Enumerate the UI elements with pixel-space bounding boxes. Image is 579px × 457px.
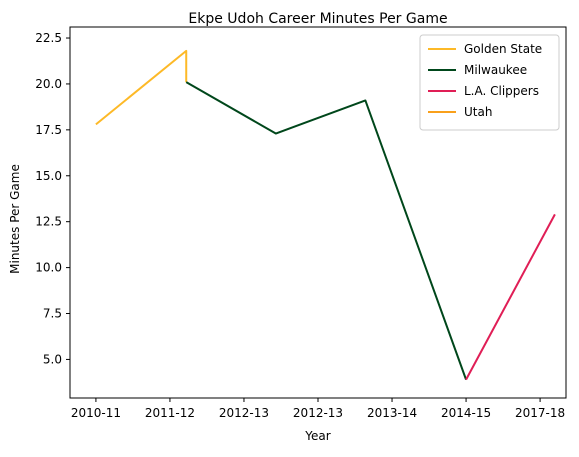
x-tick-label: 2010-11 [71, 406, 121, 420]
y-tick-label: 5.0 [43, 352, 62, 366]
x-tick-label: 2011-12 [145, 406, 195, 420]
series-line-0 [95, 49, 188, 126]
y-tick-label: 7.5 [43, 307, 62, 321]
chart-title: Ekpe Udoh Career Minutes Per Game [188, 11, 447, 27]
y-tick-label: 17.5 [35, 123, 62, 137]
series-line-2 [465, 213, 556, 381]
legend-entry: L.A. Clippers [464, 84, 539, 98]
legend-entry: Utah [464, 105, 492, 119]
y-tick-label: 15.0 [35, 169, 62, 183]
series-line-1 [185, 81, 468, 380]
y-tick-label: 10.0 [35, 261, 62, 275]
plot-frame [69, 26, 567, 399]
x-tick-label: 2012-13 [293, 406, 343, 420]
legend-entry: Golden State [464, 42, 542, 56]
legend-box [419, 34, 560, 131]
legend: Golden State Milwaukee L.A. Clippers Utah [419, 34, 560, 131]
y-axis-label: Minutes Per Game [8, 164, 22, 274]
x-axis-ticks: 2010-11 2011-12 2012-13 2012-13 2013-14 2014-… [71, 398, 565, 420]
series-layer [95, 49, 556, 381]
x-tick-label: 2014-15 [441, 406, 491, 420]
y-tick-label: 20.0 [35, 77, 62, 91]
x-axis-label: Year [304, 429, 330, 443]
x-tick-label: 2013-14 [367, 406, 417, 420]
x-tick-label: 2017-18 [515, 406, 565, 420]
y-axis-ticks: 5.0 7.5 10.0 12.5 15.0 17.5 20.0 22.5 [35, 31, 70, 366]
legend-entry: Milwaukee [464, 63, 527, 77]
x-tick-label: 2012-13 [219, 406, 269, 420]
y-tick-label: 12.5 [35, 215, 62, 229]
y-tick-label: 22.5 [35, 31, 62, 45]
